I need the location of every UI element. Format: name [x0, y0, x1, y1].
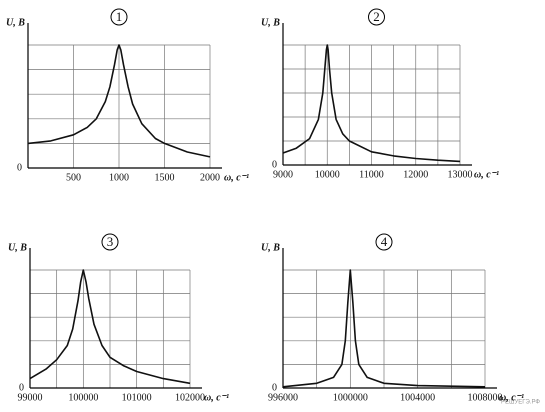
x-tick-label: 9000	[273, 169, 293, 180]
y-tick-label: 0	[17, 162, 22, 173]
curve	[282, 269, 486, 388]
title-circle	[110, 8, 128, 26]
y-axis-label: U, В	[261, 17, 280, 28]
x-tick-label: 500	[66, 172, 81, 183]
x-tick-label: 1008000	[468, 392, 503, 403]
chart-title: 3	[107, 234, 114, 249]
chart-title: 4	[381, 234, 388, 249]
title-circle	[375, 233, 393, 251]
title-circle	[368, 8, 385, 26]
x-tick-label: 12000	[403, 169, 428, 180]
y-tick-label: 0	[272, 382, 277, 393]
x-axis-label: ω, с⁻¹	[204, 392, 229, 403]
curve	[27, 44, 211, 158]
x-axis-label: ω, с⁻¹	[499, 392, 524, 403]
y-tick-label: 0	[19, 382, 24, 393]
x-tick-label: 10000	[315, 169, 340, 180]
y-axis-label: U, В	[261, 242, 280, 253]
y-axis-label: U, В	[8, 242, 27, 253]
x-tick-label: 11000	[359, 169, 384, 180]
x-tick-label: 1000	[109, 172, 129, 183]
x-tick-label: 1004000	[400, 392, 435, 403]
x-tick-label: 101000	[122, 392, 152, 403]
x-tick-label: 102000	[175, 392, 205, 403]
x-tick-label: 1500	[155, 172, 175, 183]
x-axis-label: ω, с⁻¹	[474, 169, 499, 180]
y-axis-label: U, В	[6, 17, 25, 28]
chart-title: 2	[373, 9, 380, 24]
x-tick-label: 2000	[200, 172, 220, 183]
title-circle	[101, 233, 119, 251]
x-tick-label: 100000	[68, 392, 98, 403]
curve	[282, 44, 461, 163]
chart-title: 1	[116, 9, 123, 24]
curve	[29, 269, 191, 385]
x-tick-label: 13000	[448, 169, 473, 180]
x-tick-label: 1000000	[333, 392, 368, 403]
watermark: РЕШУЕГЭ.РФ	[501, 400, 540, 406]
x-tick-label: 996000	[268, 392, 298, 403]
x-tick-label: 99000	[18, 392, 43, 403]
y-tick-label: 0	[272, 159, 277, 170]
x-axis-label: ω, с⁻¹	[224, 172, 249, 183]
